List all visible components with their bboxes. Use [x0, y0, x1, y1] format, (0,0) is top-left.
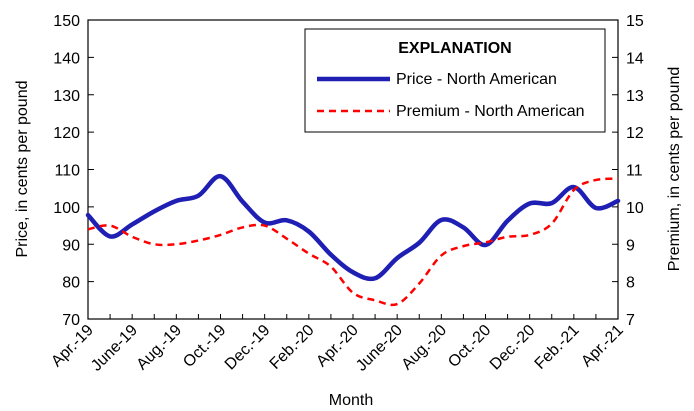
x-tick-label: Feb.-21 — [532, 322, 583, 373]
premium-series-line — [87, 177, 619, 307]
x-tick-label: Apr.-21 — [578, 322, 627, 371]
left-tick-label: 90 — [62, 237, 80, 254]
left-tick-label: 80 — [62, 275, 80, 292]
x-tick-label: Dec.-19 — [222, 322, 274, 374]
right-tick-label: 11 — [626, 163, 643, 180]
x-tick-label: Feb.-20 — [267, 322, 318, 373]
left-tick-label: 110 — [54, 163, 80, 180]
right-tick-label: 8 — [626, 275, 635, 292]
right-tick-label: 9 — [626, 237, 635, 254]
x-tick-label: Oct.-20 — [445, 322, 494, 371]
left-tick-label: 70 — [62, 312, 80, 329]
x-tick-label: June-20 — [353, 322, 406, 375]
legend-label-price: Price - North American — [396, 71, 557, 88]
x-axis-title: Month — [329, 392, 373, 409]
x-tick-label: Aug.-20 — [399, 322, 451, 374]
left-tick-label: 140 — [53, 50, 80, 67]
right-tick-label: 14 — [626, 50, 644, 67]
x-tick-label: Aug.-19 — [134, 322, 186, 374]
legend-label-premium: Premium - North American — [396, 103, 585, 120]
y-axis-title: Price, in cents per pound — [14, 81, 31, 258]
legend: EXPLANATION Price - North American Premi… — [304, 28, 606, 133]
series-layer — [85, 173, 621, 307]
x-tick-label: Dec.-20 — [487, 322, 539, 374]
x-tick-label: June-19 — [88, 322, 141, 375]
x-axis-ticks: Apr.-19June-19Aug.-19Oct.-19Dec.-19Feb.-… — [48, 314, 627, 375]
right-tick-label: 12 — [626, 125, 644, 142]
right-tick-label: 7 — [626, 312, 635, 329]
right-tick-label: 15 — [626, 13, 644, 30]
left-tick-label: 100 — [53, 200, 80, 217]
left-axis-ticks: 70 80 90 100 110 120 130 140 150 — [53, 13, 94, 329]
left-tick-label: 150 — [53, 13, 80, 30]
right-axis-ticks: 7 8 9 10 11 12 13 14 15 — [612, 13, 644, 329]
right-tick-label: 13 — [626, 88, 644, 105]
legend-title: EXPLANATION — [398, 40, 511, 57]
right-tick-label: 10 — [626, 200, 644, 217]
price-series-line — [85, 173, 621, 282]
left-tick-label: 120 — [53, 125, 80, 142]
x-tick-label: Oct.-19 — [180, 322, 229, 371]
left-tick-label: 130 — [53, 88, 80, 105]
y2-axis-title: Premium, in cents per pound — [666, 67, 683, 272]
